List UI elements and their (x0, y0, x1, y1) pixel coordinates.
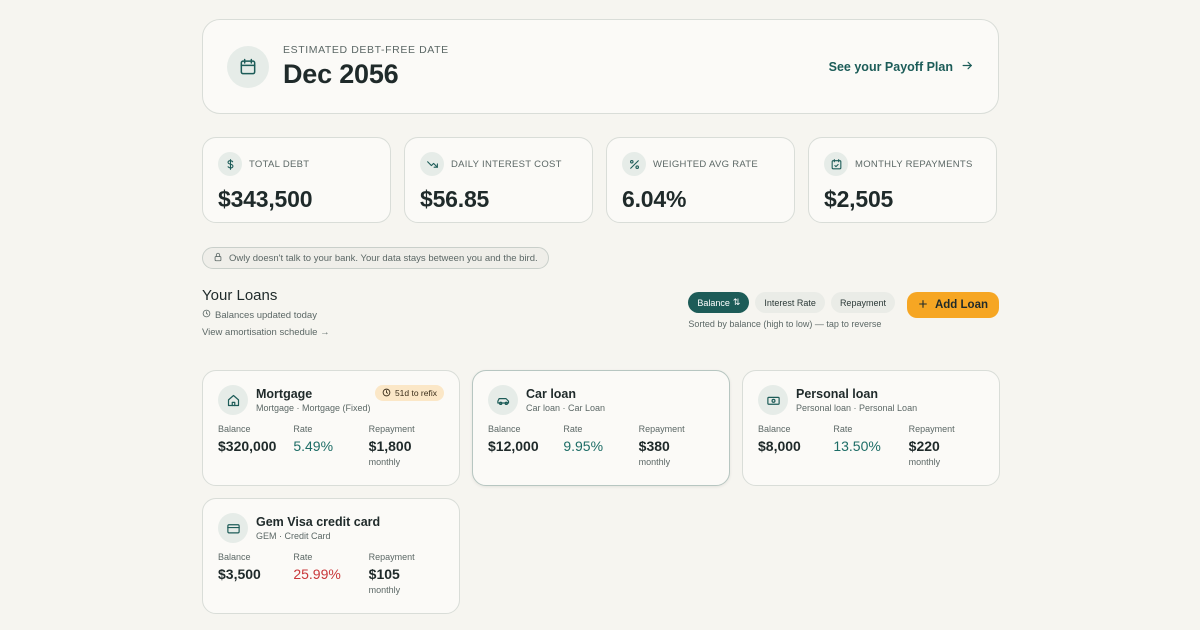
repayment-label: Repayment (638, 424, 685, 434)
dashboard: ESTIMATED DEBT-FREE DATE Dec 2056 See yo… (202, 19, 1000, 614)
lock-icon (213, 252, 223, 265)
credit-card-icon (218, 513, 248, 543)
stat-monthly-repayments: MONTHLY REPAYMENTS $2,505 (808, 137, 997, 223)
privacy-note: Owly doesn't talk to your bank. Your dat… (202, 247, 549, 269)
rate-label: Rate (293, 424, 313, 434)
loan-balance: $3,500 (218, 566, 261, 582)
repayment-label: Repayment (908, 424, 955, 434)
loan-repayment: $1,800 (368, 438, 412, 454)
loan-type: Car loan · Car Loan (526, 403, 606, 413)
loan-rate: 5.49% (293, 438, 334, 454)
loan-card-credit-card[interactable]: Gem Visa credit card GEM · Credit Card B… (202, 498, 460, 614)
repayment-frequency: monthly (368, 585, 401, 595)
stat-daily-interest: DAILY INTEREST COST $56.85 (404, 137, 593, 223)
repayment-frequency: monthly (908, 457, 941, 467)
stat-weighted-rate: WEIGHTED AVG RATE 6.04% (606, 137, 795, 223)
sort-arrows-icon: ⇅ (732, 297, 741, 307)
loan-card-personal[interactable]: Personal loan Personal loan · Personal L… (742, 370, 1000, 486)
repayment-frequency: monthly (638, 457, 671, 467)
loan-balance: $12,000 (488, 438, 539, 454)
sort-repayment-button[interactable]: Repayment (830, 292, 895, 313)
sort-interest-rate-button[interactable]: Interest Rate (755, 292, 825, 313)
loan-name: Gem Visa credit card (256, 515, 381, 529)
add-loan-button[interactable]: Add Loan (906, 292, 999, 318)
hero-label: ESTIMATED DEBT-FREE DATE (283, 43, 449, 56)
percent-icon (622, 152, 646, 176)
balance-label: Balance (218, 424, 251, 434)
loan-rate: 13.50% (833, 438, 881, 454)
stat-total-debt: TOTAL DEBT $343,500 (202, 137, 391, 223)
debt-free-date-card: ESTIMATED DEBT-FREE DATE Dec 2056 See yo… (202, 19, 999, 114)
stat-label: DAILY INTEREST COST (451, 158, 562, 170)
loan-repayment: $380 (638, 438, 670, 454)
loan-name: Car loan (526, 387, 577, 401)
balances-updated: Balances updated today (202, 309, 330, 321)
trend-down-icon (420, 152, 444, 176)
loan-type: Mortgage · Mortgage (Fixed) (256, 403, 371, 413)
loan-repayment: $220 (908, 438, 940, 454)
stats-row: TOTAL DEBT $343,500 DAILY INTEREST COST … (202, 137, 999, 223)
rate-label: Rate (293, 552, 313, 562)
arrow-right-icon (961, 59, 974, 75)
loan-type: GEM · Credit Card (256, 531, 331, 541)
plus-icon (918, 299, 928, 312)
add-loan-label: Add Loan (934, 299, 988, 311)
payoff-plan-link[interactable]: See your Payoff Plan (829, 59, 974, 75)
loan-name: Mortgage (256, 387, 313, 401)
stat-label: WEIGHTED AVG RATE (653, 158, 759, 170)
balances-updated-text: Balances updated today (215, 309, 317, 321)
repayment-label: Repayment (368, 552, 415, 562)
loan-name: Personal loan (796, 387, 878, 401)
sort-hint: Sorted by balance (high to low) — tap to… (688, 319, 882, 329)
loans-header: Your Loans Balances updated today View a… (202, 287, 999, 347)
loan-repayment: $105 (368, 566, 400, 582)
loan-grid: Mortgage Mortgage · Mortgage (Fixed) 51d… (202, 370, 1000, 614)
sort-balance-button[interactable]: Balance ⇅ (688, 292, 750, 313)
clock-icon (382, 388, 391, 399)
repayment-frequency: monthly (368, 457, 401, 467)
car-icon (488, 385, 518, 415)
home-icon (218, 385, 248, 415)
loan-rate: 9.95% (563, 438, 604, 454)
stat-value: 6.04% (622, 186, 687, 212)
refix-badge: 51d to refix (374, 385, 444, 401)
debt-free-date: Dec 2056 (283, 58, 399, 89)
loan-type: Personal loan · Personal Loan (796, 403, 918, 413)
loans-title: Your Loans (202, 287, 278, 304)
sort-balance-label: Balance (697, 297, 730, 308)
calendar-check-icon (824, 152, 848, 176)
rate-label: Rate (833, 424, 853, 434)
calendar-icon (227, 45, 269, 88)
privacy-text: Owly doesn't talk to your bank. Your dat… (229, 252, 538, 264)
repayment-label: Repayment (368, 424, 415, 434)
cash-icon (758, 385, 788, 415)
loan-card-car[interactable]: Car loan Car loan · Car Loan Balance $12… (472, 370, 730, 486)
sort-toggle-group: Balance ⇅ Interest Rate Repayment (688, 292, 895, 313)
clock-icon (202, 309, 211, 321)
stat-value: $2,505 (824, 186, 894, 212)
loan-rate: 25.99% (293, 566, 341, 582)
stat-value: $56.85 (420, 186, 490, 212)
dollar-icon (218, 152, 242, 176)
loan-balance: $8,000 (758, 438, 801, 454)
amortisation-link[interactable]: View amortisation schedule → (202, 327, 330, 338)
balance-label: Balance (488, 424, 521, 434)
payoff-plan-label: See your Payoff Plan (828, 59, 953, 74)
loan-card-mortgage[interactable]: Mortgage Mortgage · Mortgage (Fixed) 51d… (202, 370, 460, 486)
balance-label: Balance (218, 552, 251, 562)
stat-value: $343,500 (218, 186, 313, 212)
loan-balance: $320,000 (218, 438, 277, 454)
rate-label: Rate (563, 424, 583, 434)
refix-text: 51d to refix (394, 388, 437, 398)
balance-label: Balance (758, 424, 791, 434)
stat-label: MONTHLY REPAYMENTS (855, 158, 973, 170)
stat-label: TOTAL DEBT (249, 158, 310, 170)
